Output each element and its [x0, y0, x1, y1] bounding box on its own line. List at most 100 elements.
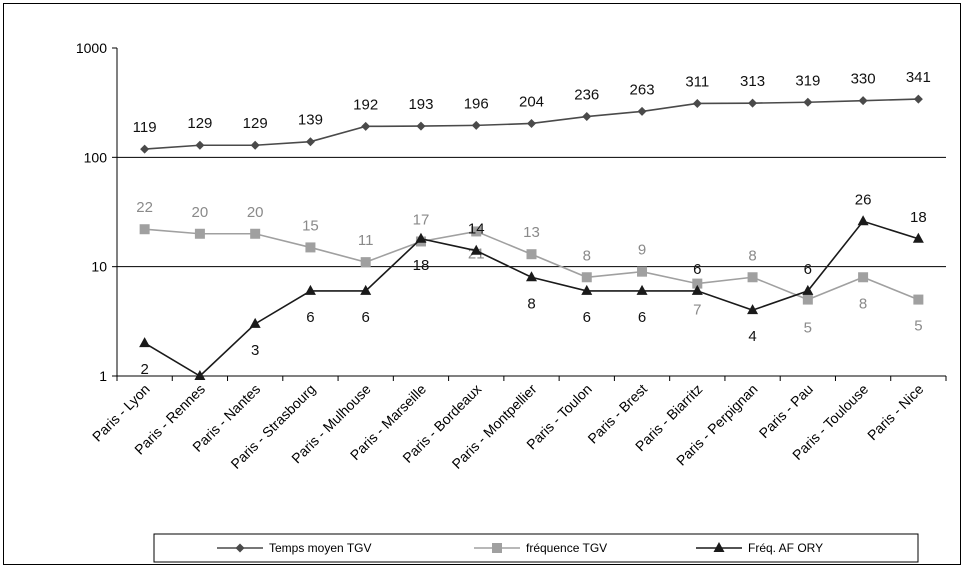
- data-label: 5: [804, 320, 812, 337]
- data-point: [692, 278, 703, 289]
- y-tick-label: 10: [91, 259, 107, 275]
- data-point: [581, 284, 593, 295]
- data-point: [249, 317, 261, 328]
- data-label: 15: [302, 217, 319, 234]
- legend-marker: [713, 542, 725, 552]
- data-point: [416, 121, 426, 131]
- data-label: 11: [358, 232, 374, 249]
- data-label: 26: [855, 191, 872, 208]
- data-label: 6: [306, 309, 314, 326]
- data-label: 311: [685, 73, 709, 90]
- data-point: [802, 294, 813, 305]
- data-point: [581, 272, 592, 283]
- data-point: [912, 232, 924, 243]
- data-label: 17: [413, 211, 430, 228]
- data-label: 4: [748, 328, 756, 345]
- data-point: [471, 226, 482, 237]
- data-label: 192: [353, 96, 378, 113]
- data-label: 129: [243, 115, 268, 132]
- data-point: [361, 121, 371, 131]
- data-label: 20: [192, 204, 209, 221]
- data-point: [140, 144, 150, 154]
- data-label: 14: [468, 221, 485, 238]
- legend-box: [153, 533, 919, 563]
- data-point: [803, 97, 813, 107]
- data-label: 193: [408, 96, 433, 113]
- legend-label: fréquence TGV: [526, 541, 607, 555]
- data-label: 18: [413, 257, 430, 274]
- data-label: 8: [527, 295, 535, 312]
- legend-marker: [235, 543, 245, 553]
- data-point: [913, 94, 923, 104]
- data-label: 129: [187, 115, 212, 132]
- data-point: [637, 266, 648, 277]
- data-label: 139: [298, 112, 323, 129]
- data-point: [582, 112, 592, 122]
- data-label: 8: [748, 247, 756, 264]
- data-point: [195, 140, 205, 150]
- data-point: [747, 304, 759, 315]
- legend-marker: [492, 543, 502, 553]
- data-point: [139, 224, 150, 235]
- data-label: 8: [859, 295, 867, 312]
- data-label: 263: [630, 81, 655, 98]
- data-point: [802, 284, 814, 295]
- y-tick-label: 1000: [76, 40, 107, 56]
- data-point: [194, 228, 205, 239]
- data-point: [470, 244, 482, 255]
- data-point: [250, 140, 260, 150]
- data-point: [636, 284, 648, 295]
- data-label: 6: [804, 261, 812, 278]
- data-label: 6: [693, 261, 701, 278]
- legend-label: Fréq. AF ORY: [748, 541, 823, 555]
- data-label: 6: [583, 309, 591, 326]
- data-point: [526, 249, 537, 260]
- data-label: 204: [519, 93, 544, 110]
- data-point: [526, 271, 537, 282]
- data-point: [360, 284, 372, 295]
- data-point: [691, 284, 703, 295]
- x-tick-label: Paris - Pau: [756, 381, 816, 441]
- data-point: [304, 284, 316, 295]
- data-point: [857, 215, 869, 226]
- data-label: 341: [906, 69, 931, 86]
- data-point: [748, 98, 758, 108]
- x-tick-label: Paris - Nice: [864, 381, 927, 444]
- chart-frame: 1 10 100 1000 Paris - Lyon Paris - Rennes Pari…: [3, 3, 961, 565]
- data-label: 18: [910, 209, 927, 226]
- data-point: [858, 96, 868, 106]
- data-label: 9: [638, 242, 646, 259]
- y-tick-label: 100: [84, 149, 108, 165]
- data-label: 13: [523, 224, 540, 241]
- data-point: [747, 272, 758, 283]
- data-label: 330: [851, 71, 876, 88]
- data-label: 2: [140, 361, 148, 378]
- data-point: [250, 228, 261, 239]
- data-label: 22: [136, 199, 153, 216]
- data-label: 8: [583, 247, 591, 264]
- data-point: [637, 106, 647, 116]
- data-point: [471, 120, 481, 130]
- data-point: [305, 242, 316, 253]
- data-label: 196: [464, 95, 489, 112]
- data-point: [692, 98, 702, 108]
- data-point: [913, 294, 924, 305]
- data-point: [527, 118, 536, 128]
- legend-label: Temps moyen TGV: [269, 541, 371, 555]
- data-label: 5: [914, 318, 922, 335]
- y-tick-label: 1: [99, 368, 107, 384]
- data-label: 119: [133, 119, 157, 136]
- data-point: [415, 232, 427, 243]
- data-label: 20: [247, 204, 264, 221]
- data-point: [360, 257, 371, 268]
- data-point: [139, 337, 151, 348]
- data-point: [194, 370, 206, 380]
- data-label: 6: [638, 309, 646, 326]
- data-label: 313: [740, 73, 765, 90]
- data-point: [858, 272, 869, 283]
- data-point: [305, 137, 315, 147]
- data-label: 236: [574, 87, 599, 104]
- data-label: 319: [795, 72, 820, 89]
- data-label: 3: [251, 342, 259, 359]
